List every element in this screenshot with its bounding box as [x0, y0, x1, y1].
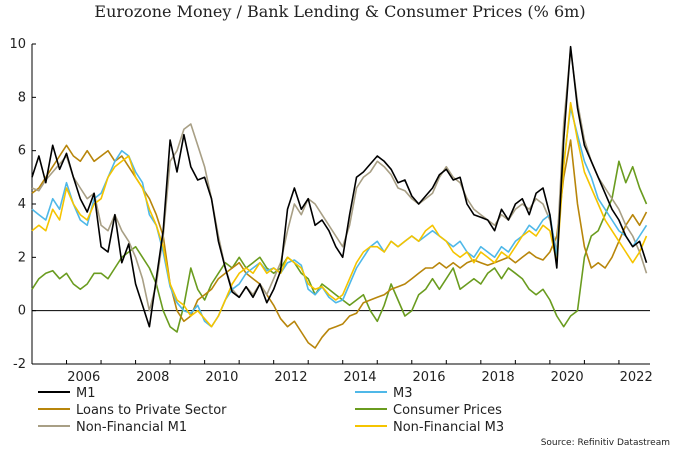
chart-title: Eurozone Money / Bank Lending & Consumer… — [94, 2, 585, 21]
x-tick-label: 2012 — [274, 370, 307, 385]
source-note: Source: Refinitiv Datastream — [541, 438, 670, 448]
series-line-non-financial-m1 — [31, 48, 648, 312]
x-tick-label: 2022 — [620, 370, 653, 385]
x-tick-label: 2010 — [205, 370, 238, 385]
y-tick-label: 8 — [18, 90, 26, 105]
legend-label-consumer-prices: Consumer Prices — [393, 403, 502, 418]
y-tick-label: 6 — [18, 144, 26, 159]
y-tick-label: -2 — [13, 357, 26, 372]
legend-label-non-financial-m3: Non-Financial M3 — [393, 420, 504, 435]
x-tick-label: 2006 — [67, 370, 100, 385]
x-tick-label: 2008 — [136, 370, 169, 385]
series-line-m3 — [31, 107, 648, 328]
y-tick-label: 4 — [18, 197, 26, 212]
x-tick-label: 2014 — [343, 370, 376, 385]
y-tick-label: 2 — [18, 250, 26, 265]
series-line-m1 — [31, 45, 648, 328]
legend-label-m1: M1 — [76, 386, 96, 401]
x-tick-label: 2020 — [551, 370, 584, 385]
y-tick-label: 0 — [18, 304, 26, 319]
series-layer — [31, 45, 648, 349]
legend-label-m3: M3 — [393, 386, 413, 401]
x-tick-label: 2018 — [482, 370, 515, 385]
legend-label-non-financial-m1: Non-Financial M1 — [76, 420, 187, 435]
y-tick-label: 10 — [9, 37, 26, 52]
axes: -2 0 2 4 6 8 10 2006 2008 2010 2012 2014 2016 2018 202… — [9, 37, 652, 385]
legend-label-loans-to-private-sector: Loans to Private Sector — [76, 403, 227, 418]
legend: M1 M3 Loans to Private Sector Consumer Pric… — [38, 386, 504, 435]
x-tick-label: 2016 — [412, 370, 445, 385]
series-line-non-financial-m3 — [31, 101, 648, 328]
